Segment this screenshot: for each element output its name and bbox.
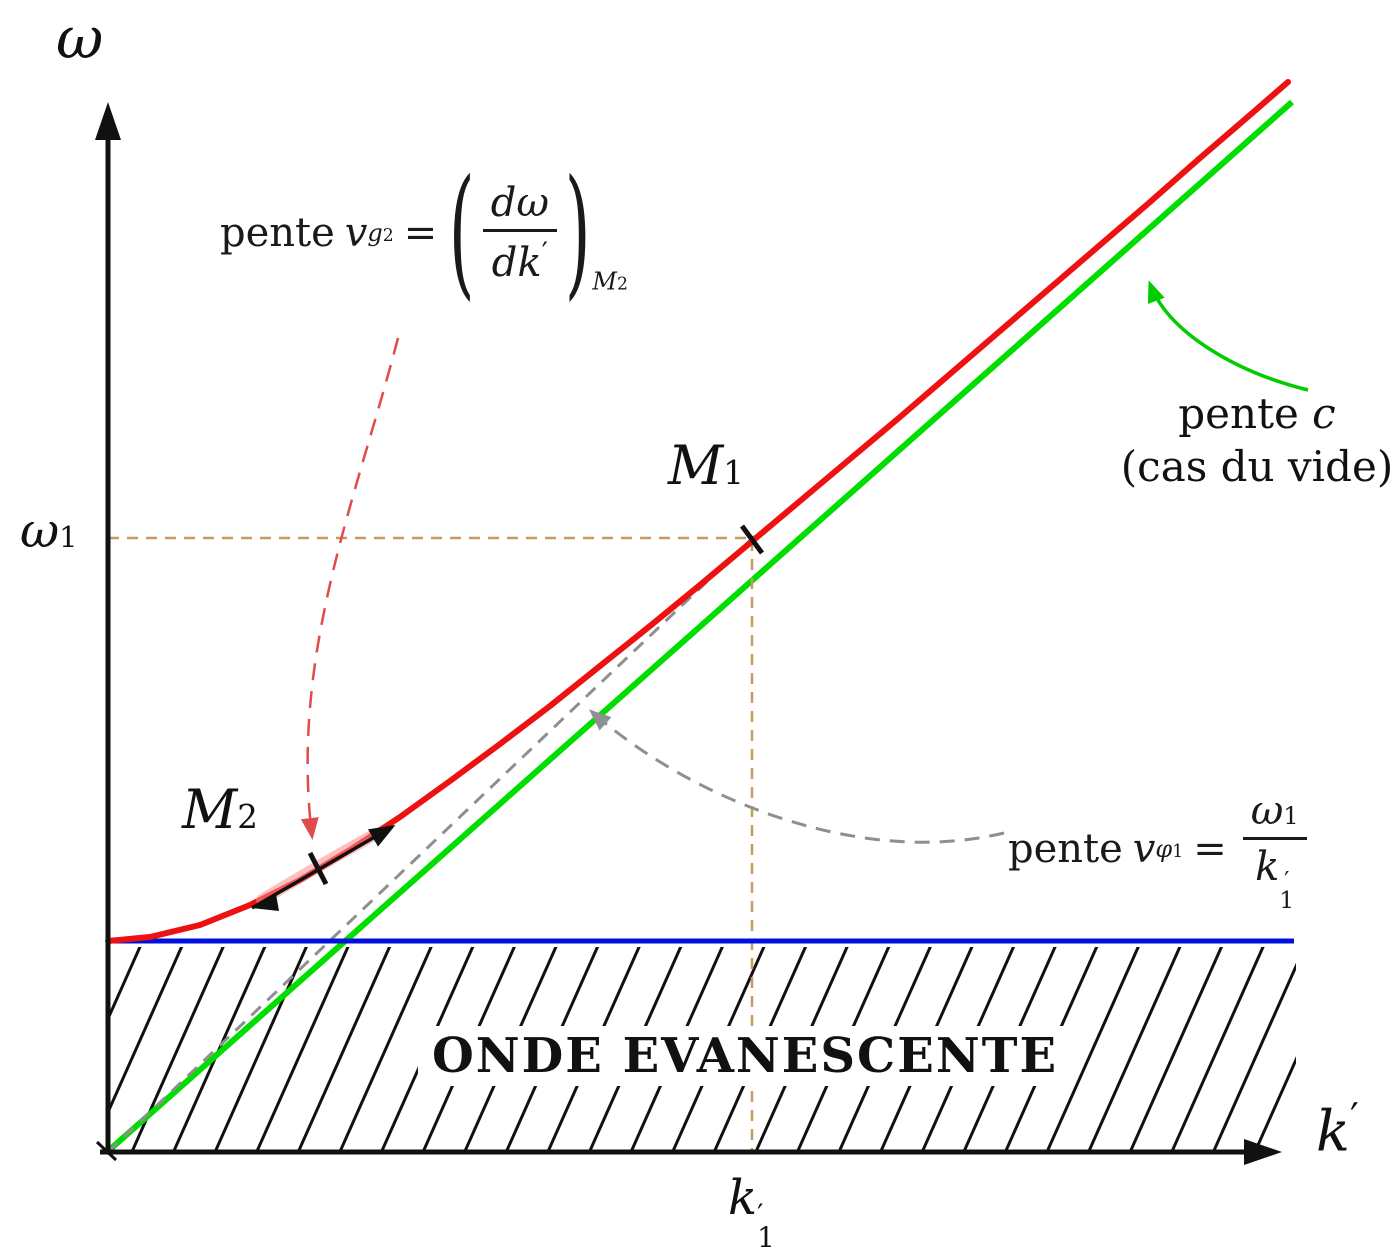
vphi-denominator: k ′ 1 — [1247, 840, 1302, 914]
pente-c-line2: (cas du vide) — [1120, 441, 1394, 491]
vg2-equals: = — [403, 210, 438, 256]
vg2-sub-g: g — [367, 219, 383, 247]
pente-c-label: pente c (cas du vide) — [1112, 388, 1400, 493]
k1-label: k ′ 1 — [728, 1170, 775, 1250]
m2-point-label: M2 — [182, 778, 258, 841]
vphi-den-prime: ′ — [1284, 867, 1290, 895]
vg2-pointer-arrow — [300, 337, 400, 840]
y-axis-label: ω — [56, 4, 103, 72]
vphi-fraction: ω1 k ′ 1 — [1242, 788, 1307, 914]
vg2-fraction: dω dk′ — [482, 180, 557, 286]
evanescent-text: ONDE EVANESCENTE — [431, 1028, 1059, 1084]
vphi-numerator: ω1 — [1242, 788, 1307, 840]
k1-base: k — [728, 1170, 758, 1226]
vphi-formula: pente v φ1 = ω1 k ′ 1 — [1008, 788, 1313, 914]
m2-sub: 2 — [237, 798, 258, 836]
m2-tangent-arrowhead-left — [252, 894, 279, 911]
vphi-num-omega: ω — [1250, 788, 1284, 834]
vg2-sub-idx: 2 — [382, 226, 394, 246]
light-line-slope-c — [104, 99, 1294, 1156]
vg2-denominator: dk′ — [484, 232, 556, 286]
m1-tick — [739, 524, 765, 555]
x-axis-label: k′ — [1316, 1096, 1359, 1165]
m1-base: M — [668, 434, 724, 497]
pente-c-pointer-arrow — [1147, 280, 1309, 392]
vg2-outer-idx: 2 — [616, 274, 628, 295]
m2-tick — [307, 851, 329, 886]
vg2-outer-subscript: M2 — [592, 268, 628, 296]
close-paren: ) — [564, 150, 591, 316]
omega1-sub: 1 — [59, 520, 78, 554]
open-paren: ( — [449, 150, 475, 316]
vphi-den-prime-sub: ′ 1 — [1279, 867, 1295, 914]
vphi-subscript: φ1 — [1155, 835, 1183, 863]
vg2-den-dk: dk — [491, 240, 542, 286]
vphi-den-k: k — [1255, 844, 1280, 890]
m1-point-label: M1 — [668, 434, 744, 497]
m1-sub: 1 — [723, 454, 744, 492]
vg2-outer-m: M — [592, 267, 617, 296]
prime-symbol: ′ — [1349, 1096, 1359, 1141]
evanescent-region-label: ONDE EVANESCENTE — [417, 1026, 1073, 1086]
vphi-sub-idx: 1 — [1172, 842, 1184, 863]
vg2-pente-word: pente — [220, 210, 335, 256]
vphi-equals: = — [1193, 826, 1227, 873]
vphi-num-sub: 1 — [1283, 802, 1299, 830]
omega1-label: ω1 — [20, 503, 77, 559]
vphi-pente-word: pente — [1008, 826, 1123, 873]
omega-symbol: ω — [56, 4, 104, 72]
omega1-base: ω — [20, 503, 60, 559]
vphi-sub-phi: φ — [1155, 835, 1173, 864]
pente-c-word: pente — [1178, 389, 1299, 438]
vg2-subscript: g2 — [367, 219, 393, 247]
vg2-den-prime: ′ — [541, 236, 548, 269]
pente-c-line1: pente c — [1112, 388, 1400, 441]
m2-base: M — [182, 778, 238, 841]
vg2-v: v — [344, 210, 368, 256]
pente-c-var: c — [1312, 389, 1336, 438]
vg2-formula: pente v g2 = ( dω dk′ ) M2 — [220, 151, 628, 316]
vg2-numerator: dω — [482, 180, 557, 232]
phase-velocity-line — [106, 531, 760, 1154]
k1-sub: 1 — [757, 1221, 775, 1250]
vphi-den-sub: 1 — [1279, 886, 1295, 914]
k1-prime-sub: ′ 1 — [757, 1197, 775, 1250]
vphi-v: v — [1132, 826, 1156, 873]
k1-prime: ′ — [757, 1197, 764, 1231]
k-symbol: k — [1316, 1099, 1350, 1165]
vphi-pointer-arrow — [588, 709, 1005, 844]
